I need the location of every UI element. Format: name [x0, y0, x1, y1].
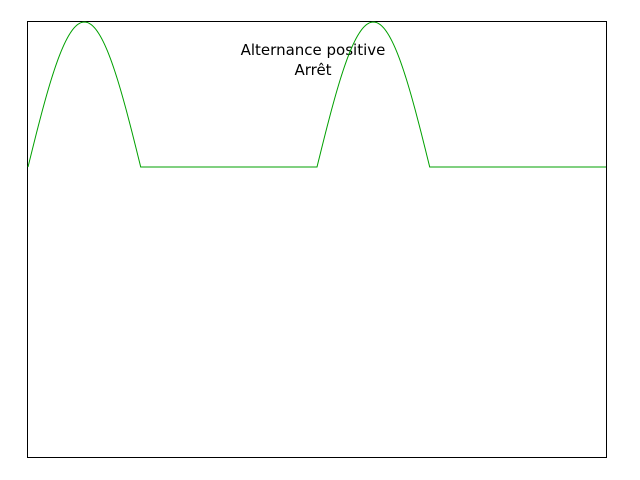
chart-subtitle: Arrêt	[294, 61, 331, 79]
chart-title: Alternance positive	[241, 41, 386, 59]
plot-frame	[27, 21, 607, 458]
series-layer	[27, 21, 606, 168]
series-line-0	[27, 21, 606, 168]
